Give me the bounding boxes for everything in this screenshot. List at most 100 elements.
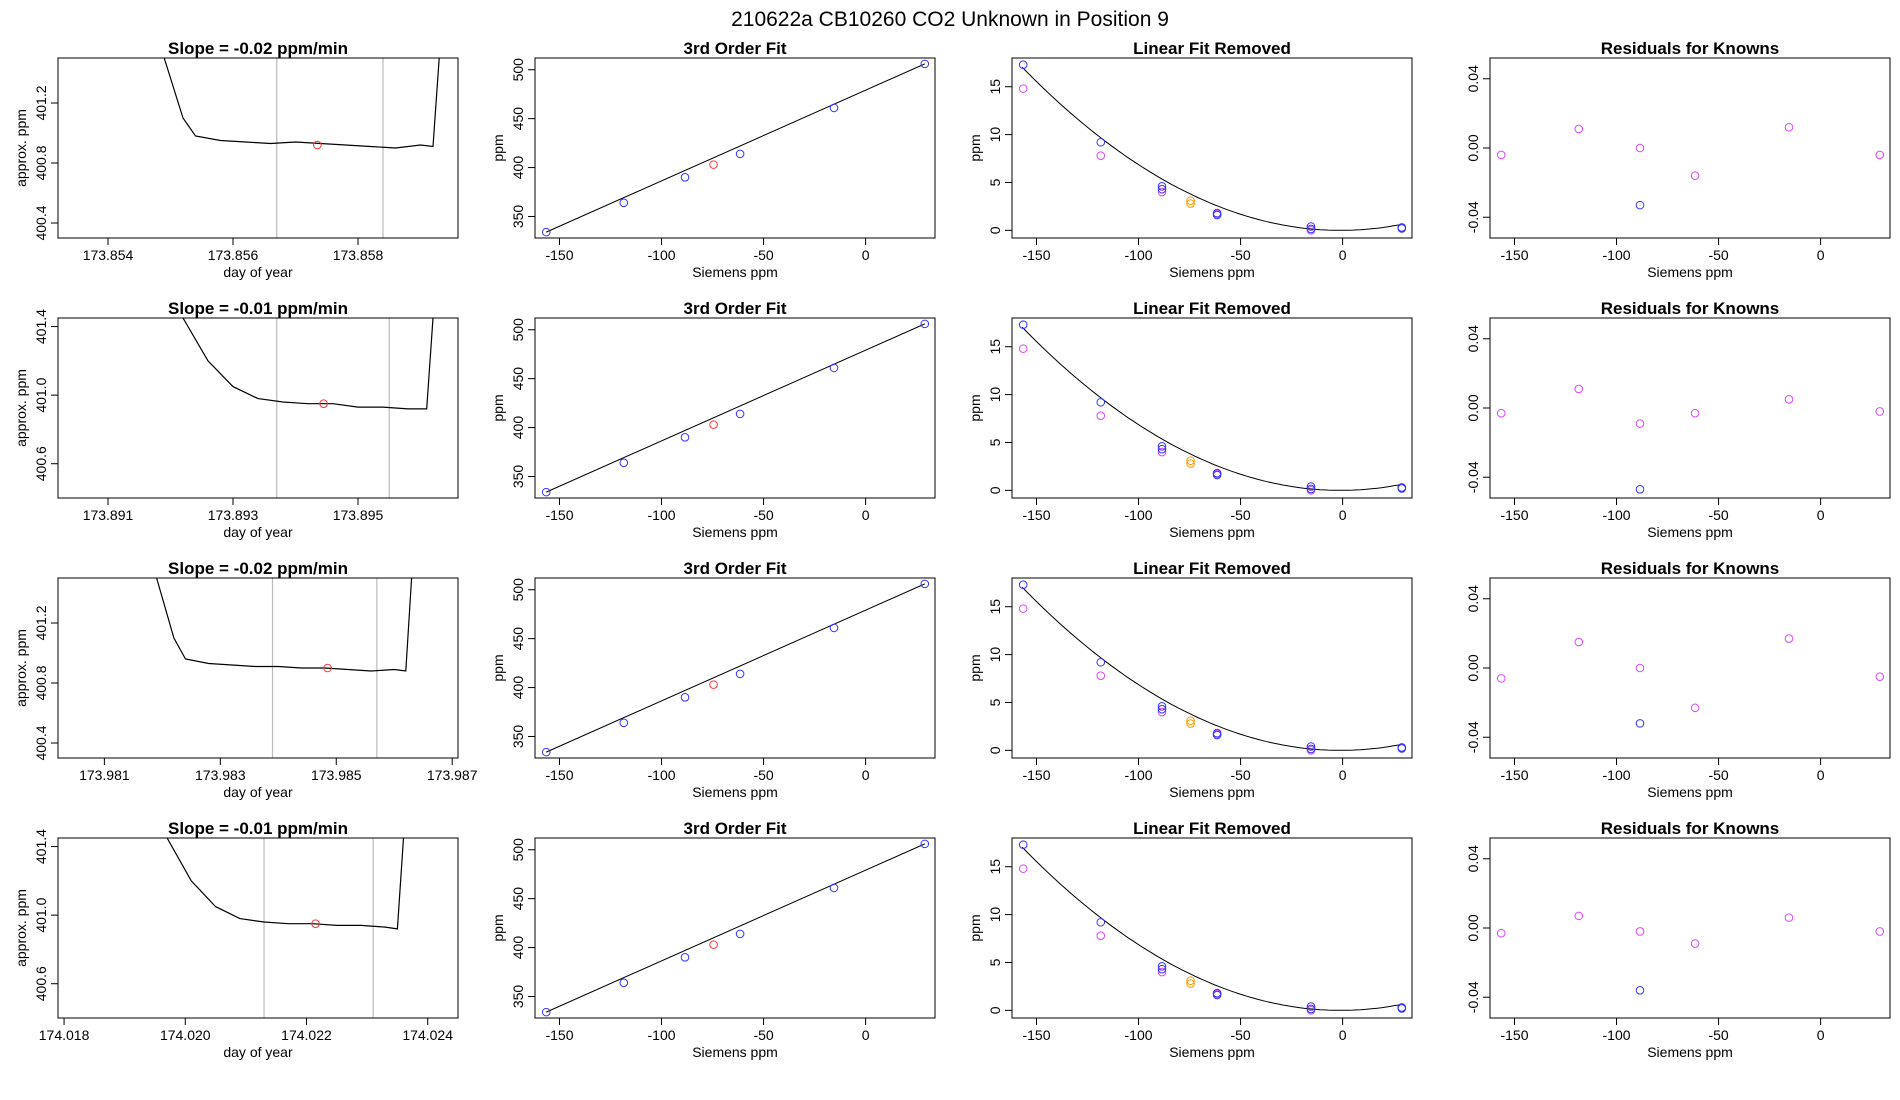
panel-r1c3: Linear Fit Removed -150 -100 -50 0 0 5 10 15 Siem… — [967, 39, 1413, 280]
plot-data — [541, 59, 930, 237]
y-axis-label: ppm — [490, 394, 506, 421]
panel-title: Linear Fit Removed — [1133, 819, 1291, 838]
raw-point — [1096, 671, 1106, 680]
y-axis-label: ppm — [490, 134, 506, 161]
y-tick-label: 400.8 — [33, 665, 49, 700]
known-point — [1397, 744, 1407, 753]
known-point — [619, 458, 629, 468]
x-tick-label: -150 — [1500, 767, 1528, 783]
known-point — [829, 103, 839, 113]
plot-data — [541, 839, 930, 1017]
fit-curve — [1021, 846, 1402, 1011]
unknown-point — [709, 160, 718, 169]
y-tick-label: 15 — [987, 79, 1003, 95]
y-tick-label: 500 — [510, 578, 526, 602]
x-axis-label: Siemens ppm — [692, 524, 778, 540]
unknown-marker — [319, 399, 328, 409]
panel-title: 3rd Order Fit — [684, 39, 787, 58]
panel-title: Residuals for Knowns — [1601, 39, 1780, 58]
x-tick-label: -50 — [1708, 247, 1728, 263]
y-tick-label: 401.0 — [33, 897, 49, 932]
x-axis-label: day of year — [223, 524, 293, 540]
raw-point — [1875, 672, 1885, 681]
x-tick-label: 174.020 — [160, 1027, 211, 1043]
x-tick-label: 0 — [1339, 1027, 1347, 1043]
unknown-raw-point — [1186, 456, 1195, 465]
plot-frame — [1011, 317, 1413, 499]
plot-frame — [57, 837, 459, 1019]
raw-point — [1690, 171, 1700, 180]
panel-title: Residuals for Knowns — [1601, 819, 1780, 838]
plot-frame — [1011, 577, 1413, 759]
raw-point — [1635, 927, 1645, 936]
known-point — [1018, 580, 1028, 590]
y-tick-label: 450 — [510, 367, 526, 391]
y-tick-label: 0 — [987, 226, 1003, 234]
y-tick-label: 15 — [987, 599, 1003, 615]
panel-r3c1: Slope = -0.02 ppm/min 173.981 173.983 173.9… — [13, 559, 478, 800]
panel-r3c2: 3rd Order Fit -150 -100 -50 0 350 400 450 500 Sie… — [490, 559, 936, 800]
ppm-trace — [163, 58, 440, 149]
raw-point — [1784, 913, 1794, 922]
y-axis-label: approx. ppm — [13, 629, 29, 707]
known-point — [1157, 704, 1167, 714]
y-tick-label: 0 — [987, 746, 1003, 754]
known-point — [1212, 730, 1222, 740]
ppm-trace — [166, 838, 405, 930]
x-tick-label: -50 — [1230, 767, 1250, 783]
y-tick-label: 5 — [987, 958, 1003, 966]
x-tick-label: 0 — [1339, 767, 1347, 783]
y-tick-label: 401.0 — [33, 377, 49, 412]
x-tick-label: -150 — [545, 247, 573, 263]
plot-data — [541, 319, 930, 497]
x-tick-label: -150 — [545, 1027, 573, 1043]
panel-r2c1: Slope = -0.01 ppm/min 173.891 173.893 173.8… — [13, 299, 459, 540]
known-point — [541, 227, 551, 237]
plot-data — [1496, 911, 1885, 995]
plot-data — [541, 579, 930, 757]
x-tick-label: -50 — [1230, 507, 1250, 523]
known-point — [920, 319, 930, 329]
known-point — [1096, 657, 1106, 667]
x-axis-label: Siemens ppm — [1647, 784, 1733, 800]
x-tick-label: 173.854 — [83, 247, 134, 263]
x-tick-label: -150 — [1500, 507, 1528, 523]
y-tick-label: 15 — [987, 859, 1003, 875]
raw-point — [1784, 634, 1794, 643]
panel-title: Linear Fit Removed — [1133, 559, 1291, 578]
panel-r4c3: Linear Fit Removed -150 -100 -50 0 0 5 10 15 Siem… — [967, 819, 1413, 1060]
plot-data — [1018, 60, 1407, 235]
y-tick-label: 0.04 — [1465, 325, 1481, 352]
x-axis-label: Siemens ppm — [692, 784, 778, 800]
x-tick-label: 0 — [1339, 247, 1347, 263]
x-tick-label: 174.022 — [281, 1027, 332, 1043]
y-tick-label: -0.04 — [1465, 461, 1481, 493]
panel-r1c1: Slope = -0.02 ppm/min 173.854 173.856 173.8… — [13, 39, 459, 280]
known-point — [1096, 397, 1106, 407]
raw-point — [1018, 84, 1028, 93]
known-point — [829, 883, 839, 893]
x-axis-label: day of year — [223, 264, 293, 280]
plot-data — [1496, 384, 1885, 494]
x-axis-label: Siemens ppm — [1169, 784, 1255, 800]
unknown-raw-point — [1186, 459, 1195, 468]
known-point — [735, 409, 745, 419]
known-point — [1157, 181, 1167, 191]
y-axis-label: ppm — [490, 914, 506, 941]
x-axis-label: Siemens ppm — [1647, 1044, 1733, 1060]
plot-frame — [1489, 57, 1891, 239]
plot-frame — [534, 57, 936, 239]
x-tick-label: 173.987 — [427, 767, 478, 783]
x-tick-label: -50 — [753, 247, 773, 263]
y-tick-label: 400.8 — [33, 145, 49, 180]
raw-point — [1574, 124, 1584, 134]
known-point — [829, 363, 839, 373]
figure-title: 210622a CB10260 CO2 Unknown in Position … — [731, 8, 1169, 31]
known-point — [541, 1007, 551, 1017]
x-tick-label: -50 — [1708, 507, 1728, 523]
y-tick-label: 400.6 — [33, 446, 49, 481]
x-tick-label: 0 — [1817, 507, 1825, 523]
x-axis-label: Siemens ppm — [692, 264, 778, 280]
panel-title: 3rd Order Fit — [684, 559, 787, 578]
unknown-point — [709, 940, 718, 949]
